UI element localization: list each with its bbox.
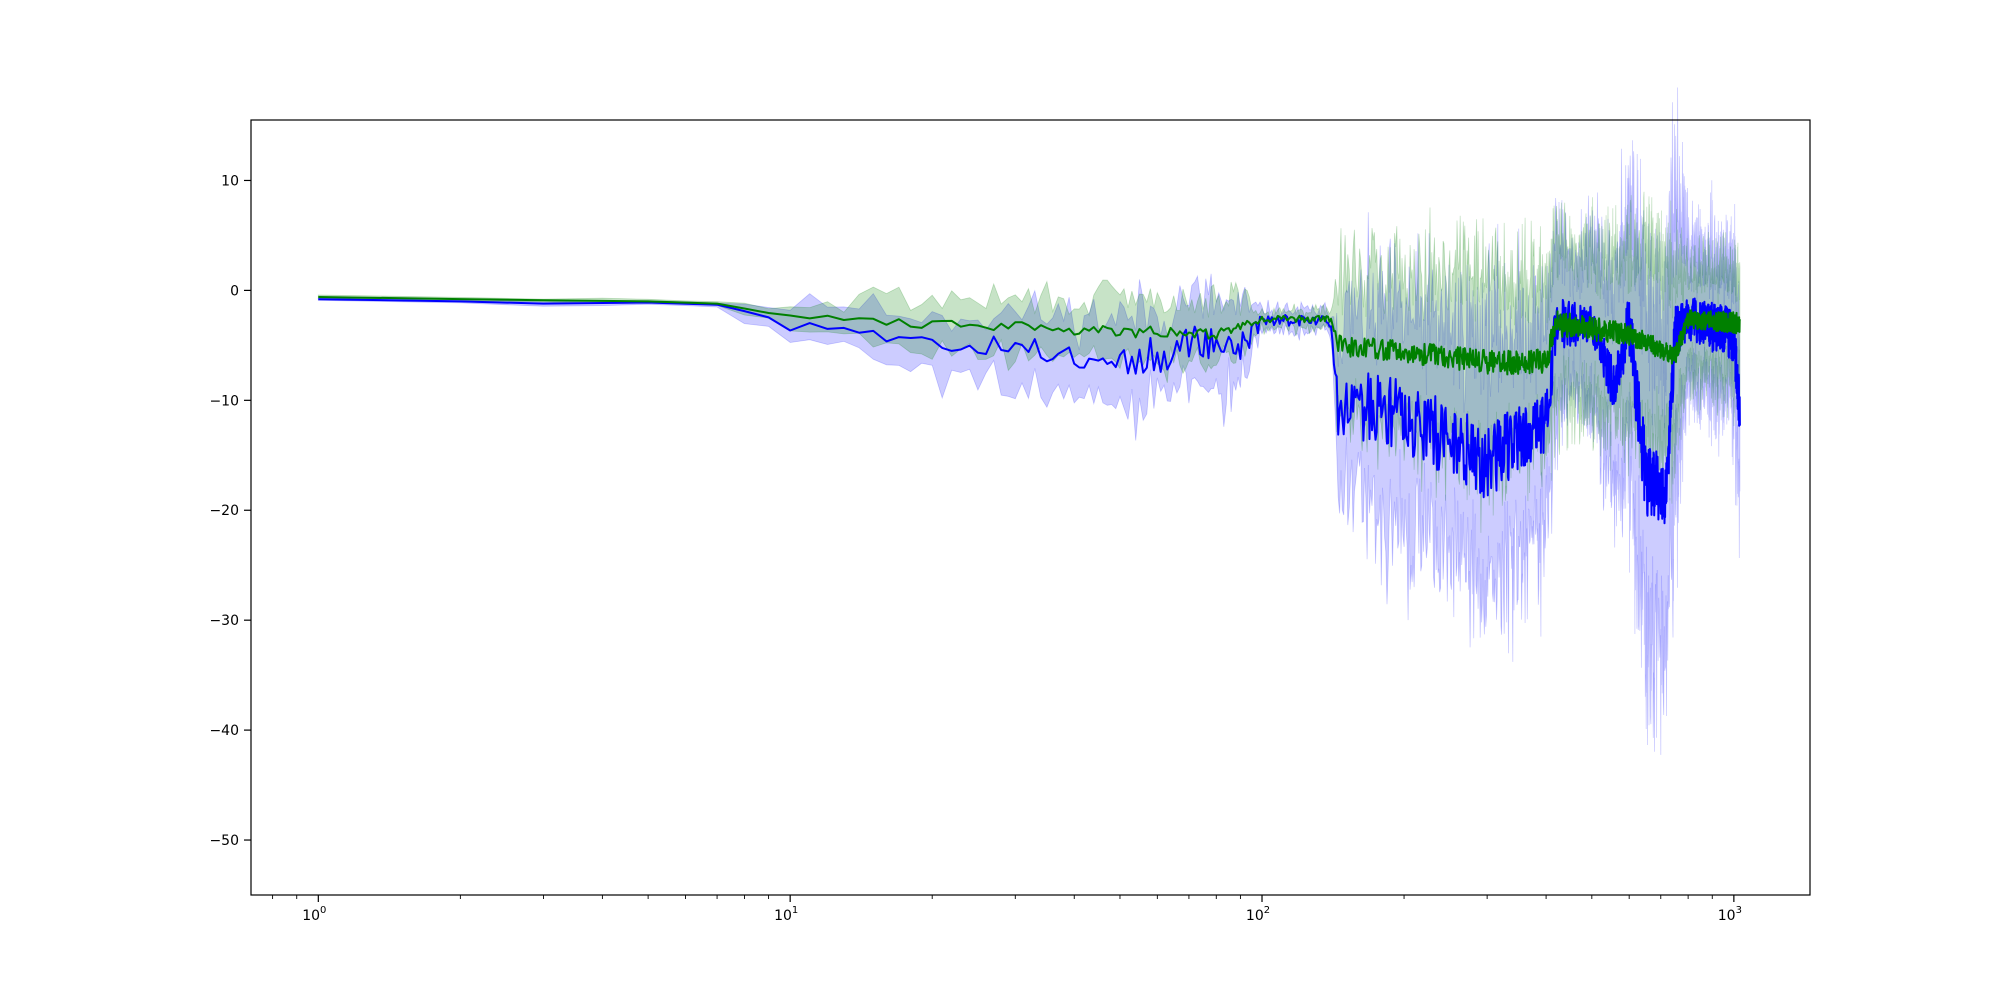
series-lines	[318, 296, 1741, 525]
y-tick-label: −20	[209, 503, 239, 519]
y-tick-label: −40	[209, 723, 239, 739]
y-tick-label: −50	[209, 833, 239, 849]
y-tick-label: −30	[209, 613, 239, 629]
plot-frame	[250, 119, 1811, 896]
y-axis: 10 0 −10 −20 −30 −40 −50	[209, 173, 251, 849]
y-tick-label: 10	[221, 173, 239, 189]
series-2-line	[318, 296, 1741, 376]
y-tick-label: 0	[230, 283, 239, 299]
y-tick-label: −10	[209, 393, 239, 409]
